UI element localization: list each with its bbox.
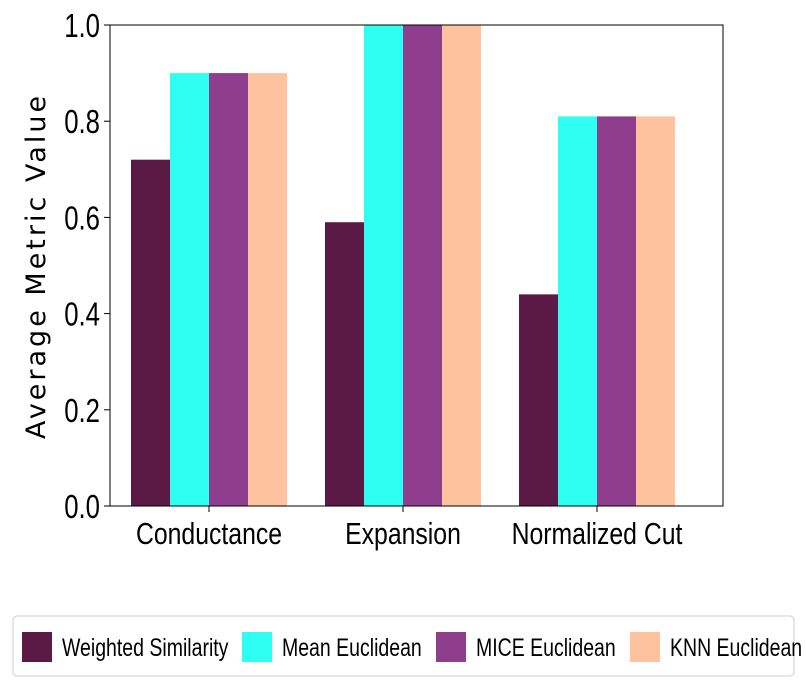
- y-tick-label: 0.6: [64, 200, 100, 237]
- axes-group: 0.0 0.2 0.4 0.6 0.8 1.0 Conductance Expansion No…: [64, 8, 724, 551]
- x-tick-label: Conductance: [136, 516, 282, 550]
- legend-label-mice-euclidean: MICE Euclidean: [476, 634, 616, 662]
- bar-mean-euclidean-conductance: [170, 73, 209, 506]
- bar-mean-euclidean-expansion: [364, 25, 403, 506]
- legend-label-weighted-similarity: Weighted Similarity: [62, 634, 229, 662]
- bar-mice-euclidean-conductance: [209, 73, 248, 506]
- y-tick-label: 0.4: [64, 297, 100, 334]
- legend-swatch-weighted-similarity: [22, 632, 52, 662]
- bar-weighted-similarity-expansion: [325, 222, 364, 506]
- bars-group: [131, 25, 675, 506]
- bar-weighted-similarity-normalized-cut: [519, 294, 558, 506]
- legend-label-mean-euclidean: Mean Euclidean: [282, 634, 422, 662]
- bar-knn-euclidean-normalized-cut: [636, 116, 675, 506]
- y-tick-label: 0.0: [64, 489, 100, 526]
- bar-knn-euclidean-conductance: [248, 73, 287, 506]
- bar-weighted-similarity-conductance: [131, 159, 170, 506]
- bar-mice-euclidean-expansion: [403, 25, 442, 506]
- bar-knn-euclidean-expansion: [442, 25, 481, 506]
- legend-swatch-knn-euclidean: [630, 632, 660, 662]
- legend-frame: [12, 615, 795, 677]
- y-tick-label: 0.2: [64, 393, 100, 430]
- bar-mean-euclidean-normalized-cut: [558, 116, 597, 506]
- plot-frame: [109, 24, 724, 507]
- x-tick-label: Expansion: [345, 516, 461, 550]
- x-tick-label: Normalized Cut: [512, 516, 683, 550]
- bar-mice-euclidean-normalized-cut: [597, 116, 636, 506]
- legend-swatch-mice-euclidean: [436, 632, 466, 662]
- y-axis-label: Average Metric Value: [21, 93, 52, 439]
- legend-label-knn-euclidean: KNN Euclidean: [670, 634, 802, 662]
- legend: Weighted Similarity Mean Euclidean MICE Eu…: [12, 615, 802, 677]
- legend-swatch-mean-euclidean: [242, 632, 272, 662]
- y-tick-label: 1.0: [64, 8, 100, 45]
- y-tick-label: 0.8: [64, 104, 100, 141]
